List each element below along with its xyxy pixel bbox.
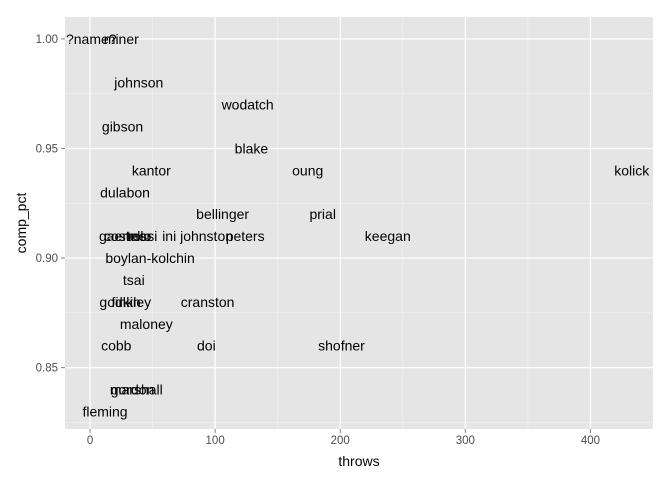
point-label: wodatch bbox=[221, 97, 274, 113]
y-tick-label: 1.00 bbox=[36, 34, 58, 46]
point-label: boylan-kolchin bbox=[105, 250, 195, 266]
point-label: miner bbox=[104, 31, 139, 47]
point-label: cranston bbox=[181, 294, 235, 310]
grid-minor bbox=[65, 17, 653, 429]
x-axis-title: throws bbox=[338, 453, 379, 469]
x-tick-label: 200 bbox=[331, 435, 350, 447]
point-label: kantor bbox=[132, 162, 171, 178]
point-label: finkley bbox=[111, 294, 151, 310]
point-label: oung bbox=[292, 162, 323, 178]
point-label: costello bbox=[104, 228, 152, 244]
point-label: marshall bbox=[110, 382, 163, 398]
point-label: rossi bbox=[128, 228, 158, 244]
x-tick-label: 0 bbox=[87, 435, 93, 447]
y-tick-label: 0.85 bbox=[36, 363, 58, 375]
point-label: fleming bbox=[82, 403, 127, 419]
point-label: kolick bbox=[614, 162, 650, 178]
point-label: prial bbox=[309, 206, 335, 222]
grid-major bbox=[65, 17, 653, 429]
point-label: gaertner bbox=[99, 228, 151, 244]
point-label: ?name? bbox=[66, 31, 117, 47]
point-label: gibson bbox=[102, 119, 143, 135]
y-axis-title: comp_pct bbox=[13, 193, 29, 254]
y-tick-label: 0.90 bbox=[36, 253, 58, 265]
axis-ticks: 0 100 200 300 400 0.85 0.90 0.95 1.00 bbox=[36, 34, 600, 447]
y-tick-label: 0.95 bbox=[36, 143, 58, 155]
x-tick-label: 100 bbox=[206, 435, 225, 447]
point-label: godkin bbox=[99, 294, 140, 310]
point-label: shofner bbox=[318, 338, 365, 354]
x-tick-label: 300 bbox=[456, 435, 475, 447]
point-label: blake bbox=[235, 140, 269, 156]
x-tick-label: 400 bbox=[581, 435, 600, 447]
point-label: gordon bbox=[111, 382, 155, 398]
point-label: maloney bbox=[120, 316, 173, 332]
point-label: dulabon bbox=[100, 184, 150, 200]
point-label: bellinger bbox=[196, 206, 249, 222]
point-label: johnson bbox=[113, 75, 163, 91]
point-label: ini johnston bbox=[162, 228, 233, 244]
point-label: doi bbox=[197, 338, 216, 354]
point-label: cobb bbox=[101, 338, 132, 354]
point-label: peters bbox=[226, 228, 265, 244]
point-label: tsai bbox=[123, 272, 145, 288]
point-label: keegan bbox=[365, 228, 411, 244]
plot-panel bbox=[65, 17, 653, 429]
data-labels: ?name?miner johnson wodatch gibson blake kant… bbox=[66, 31, 650, 420]
